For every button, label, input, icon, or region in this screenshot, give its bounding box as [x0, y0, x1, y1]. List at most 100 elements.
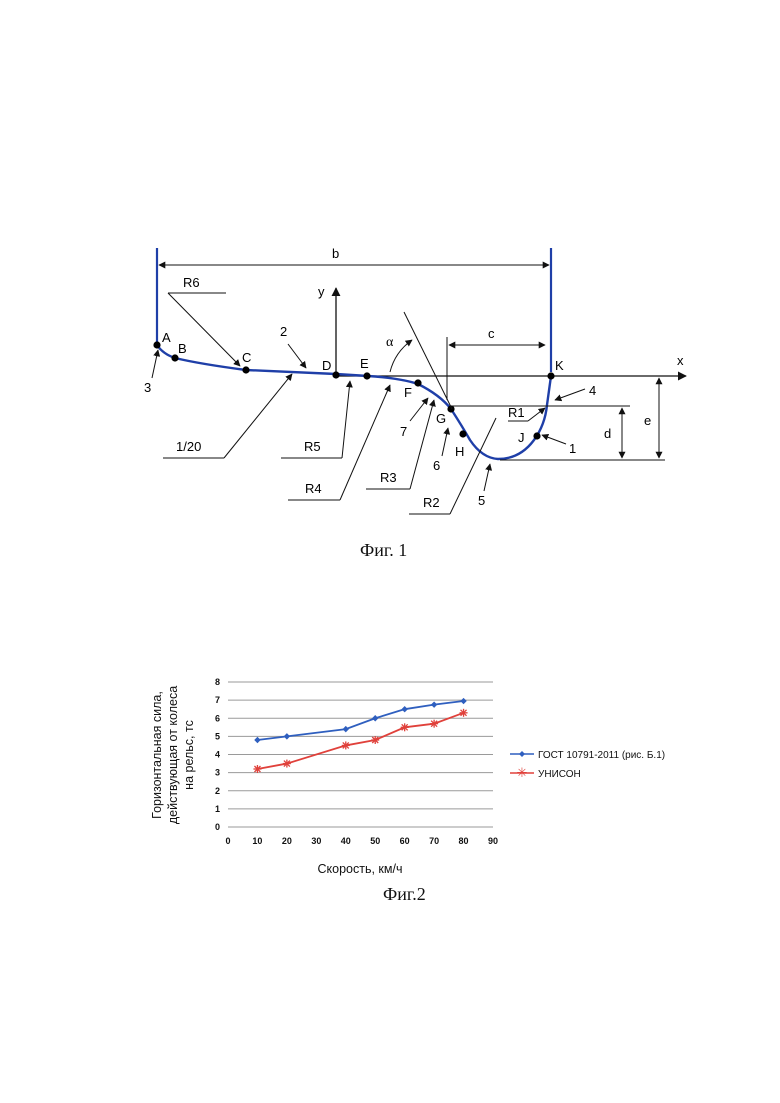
- slope-leader: [224, 374, 292, 458]
- series-1-line: [257, 713, 463, 769]
- item-3-leader: [152, 350, 158, 378]
- y-axis-label: y: [318, 284, 325, 299]
- x-tick-10: 10: [252, 836, 262, 846]
- x-tick-70: 70: [429, 836, 439, 846]
- x-axis-title: Скорость, км/ч: [318, 862, 403, 876]
- series-1-point-1: [283, 760, 291, 768]
- item-1-leader: [542, 435, 566, 444]
- x-tick-40: 40: [341, 836, 351, 846]
- legend-unison-label: УНИСОН: [538, 769, 581, 780]
- profile-points: [153, 341, 554, 439]
- chart-series: [253, 698, 467, 773]
- series-1-point-3: [371, 736, 379, 744]
- series-1-point-4: [401, 723, 409, 731]
- y-tick-2: 2: [215, 786, 220, 796]
- x-tick-80: 80: [459, 836, 469, 846]
- r5-leader: [342, 381, 350, 458]
- y-tick-8: 8: [215, 677, 220, 687]
- legend-gost-label: ГОСТ 10791-2011 (рис. Б.1): [538, 750, 665, 761]
- x-axis-label: x: [677, 353, 684, 368]
- r1-leader: [528, 408, 545, 421]
- chart-gridlines: [228, 682, 493, 827]
- y-tick-3: 3: [215, 768, 220, 778]
- alpha-label: α: [386, 335, 394, 350]
- series-0-point-3: [372, 715, 378, 721]
- item-4-leader: [555, 389, 585, 400]
- force-vs-speed-chart: 0 1 2 3 4 5 6 7 8 0 10 20 30 40 50 60 70 80 90 Горизонтал…: [0, 660, 780, 900]
- r6-label: R6: [183, 275, 200, 290]
- point-c-dot: [242, 366, 249, 373]
- series-0-point-0: [254, 737, 260, 743]
- r3-leader: [410, 400, 434, 489]
- point-j-dot: [533, 432, 540, 439]
- series-0-point-5: [431, 701, 437, 707]
- point-f-label: F: [404, 385, 412, 400]
- legend-unison-marker: ✳: [517, 765, 528, 780]
- series-0-point-4: [401, 706, 407, 712]
- point-b-label: B: [178, 341, 187, 356]
- x-tick-50: 50: [370, 836, 380, 846]
- item-5-label: 5: [478, 493, 485, 508]
- point-h-label: H: [455, 444, 464, 459]
- point-g-label: G: [436, 411, 446, 426]
- dimension-b-label: b: [332, 246, 339, 261]
- wheel-profile-figure: b x y A B C D E F G H J K: [0, 0, 780, 560]
- item-6-leader: [442, 428, 448, 456]
- y-tick-labels: 0 1 2 3 4 5 6 7 8: [215, 677, 220, 832]
- legend-gost-marker: [519, 751, 525, 757]
- r2-label: R2: [423, 495, 440, 510]
- dimension-d-label: d: [604, 426, 611, 441]
- point-a-label: A: [162, 330, 171, 345]
- dimension-e-label: e: [644, 413, 651, 428]
- y-tick-1: 1: [215, 804, 220, 814]
- r4-label: R4: [305, 481, 322, 496]
- y-tick-0: 0: [215, 822, 220, 832]
- chart-legend: ГОСТ 10791-2011 (рис. Б.1) ✳ УНИСОН: [510, 750, 665, 780]
- point-a-dot: [153, 341, 160, 348]
- item-7-leader: [410, 398, 428, 421]
- x-tick-30: 30: [311, 836, 321, 846]
- item-5-leader: [484, 464, 490, 491]
- x-tick-90: 90: [488, 836, 498, 846]
- point-d-label: D: [322, 358, 331, 373]
- x-tick-60: 60: [400, 836, 410, 846]
- item-2-leader: [288, 344, 306, 368]
- item-1-label: 1: [569, 441, 576, 456]
- point-c-label: C: [242, 350, 251, 365]
- series-0-line: [257, 701, 463, 740]
- y-tick-5: 5: [215, 731, 220, 741]
- series-1-point-2: [342, 741, 350, 749]
- item-7-label: 7: [400, 424, 407, 439]
- item-6-label: 6: [433, 458, 440, 473]
- series-0-point-6: [460, 698, 466, 704]
- y-tick-7: 7: [215, 695, 220, 705]
- x-tick-20: 20: [282, 836, 292, 846]
- point-e-dot: [363, 372, 370, 379]
- point-d-dot: [332, 371, 339, 378]
- item-3-label: 3: [144, 380, 151, 395]
- y-tick-4: 4: [215, 750, 220, 760]
- series-0-point-2: [343, 726, 349, 732]
- y-tick-6: 6: [215, 713, 220, 723]
- point-k-label: K: [555, 358, 564, 373]
- r1-label: R1: [508, 405, 525, 420]
- y-axis-title-line-3: на рельс, тс: [182, 720, 196, 790]
- series-1-point-5: [430, 720, 438, 728]
- y-axis-title-line-1: Горизонтальная сила,: [150, 691, 164, 819]
- point-h-dot: [459, 430, 466, 437]
- point-k-dot: [547, 372, 554, 379]
- series-1-point-6: [460, 709, 468, 717]
- slope-label: 1/20: [176, 439, 201, 454]
- x-tick-labels: 0 10 20 30 40 50 60 70 80 90: [225, 836, 498, 846]
- wheel-profile-curve: [157, 345, 551, 459]
- series-0-point-1: [284, 733, 290, 739]
- patent-drawing-page: b x y A B C D E F G H J K: [0, 0, 780, 1103]
- x-tick-0: 0: [225, 836, 230, 846]
- point-e-label: E: [360, 356, 369, 371]
- point-j-label: J: [518, 430, 525, 445]
- point-f-dot: [414, 379, 421, 386]
- series-1-point-0: [253, 765, 261, 773]
- r5-label: R5: [304, 439, 321, 454]
- dimension-c-label: c: [488, 326, 495, 341]
- item-2-label: 2: [280, 324, 287, 339]
